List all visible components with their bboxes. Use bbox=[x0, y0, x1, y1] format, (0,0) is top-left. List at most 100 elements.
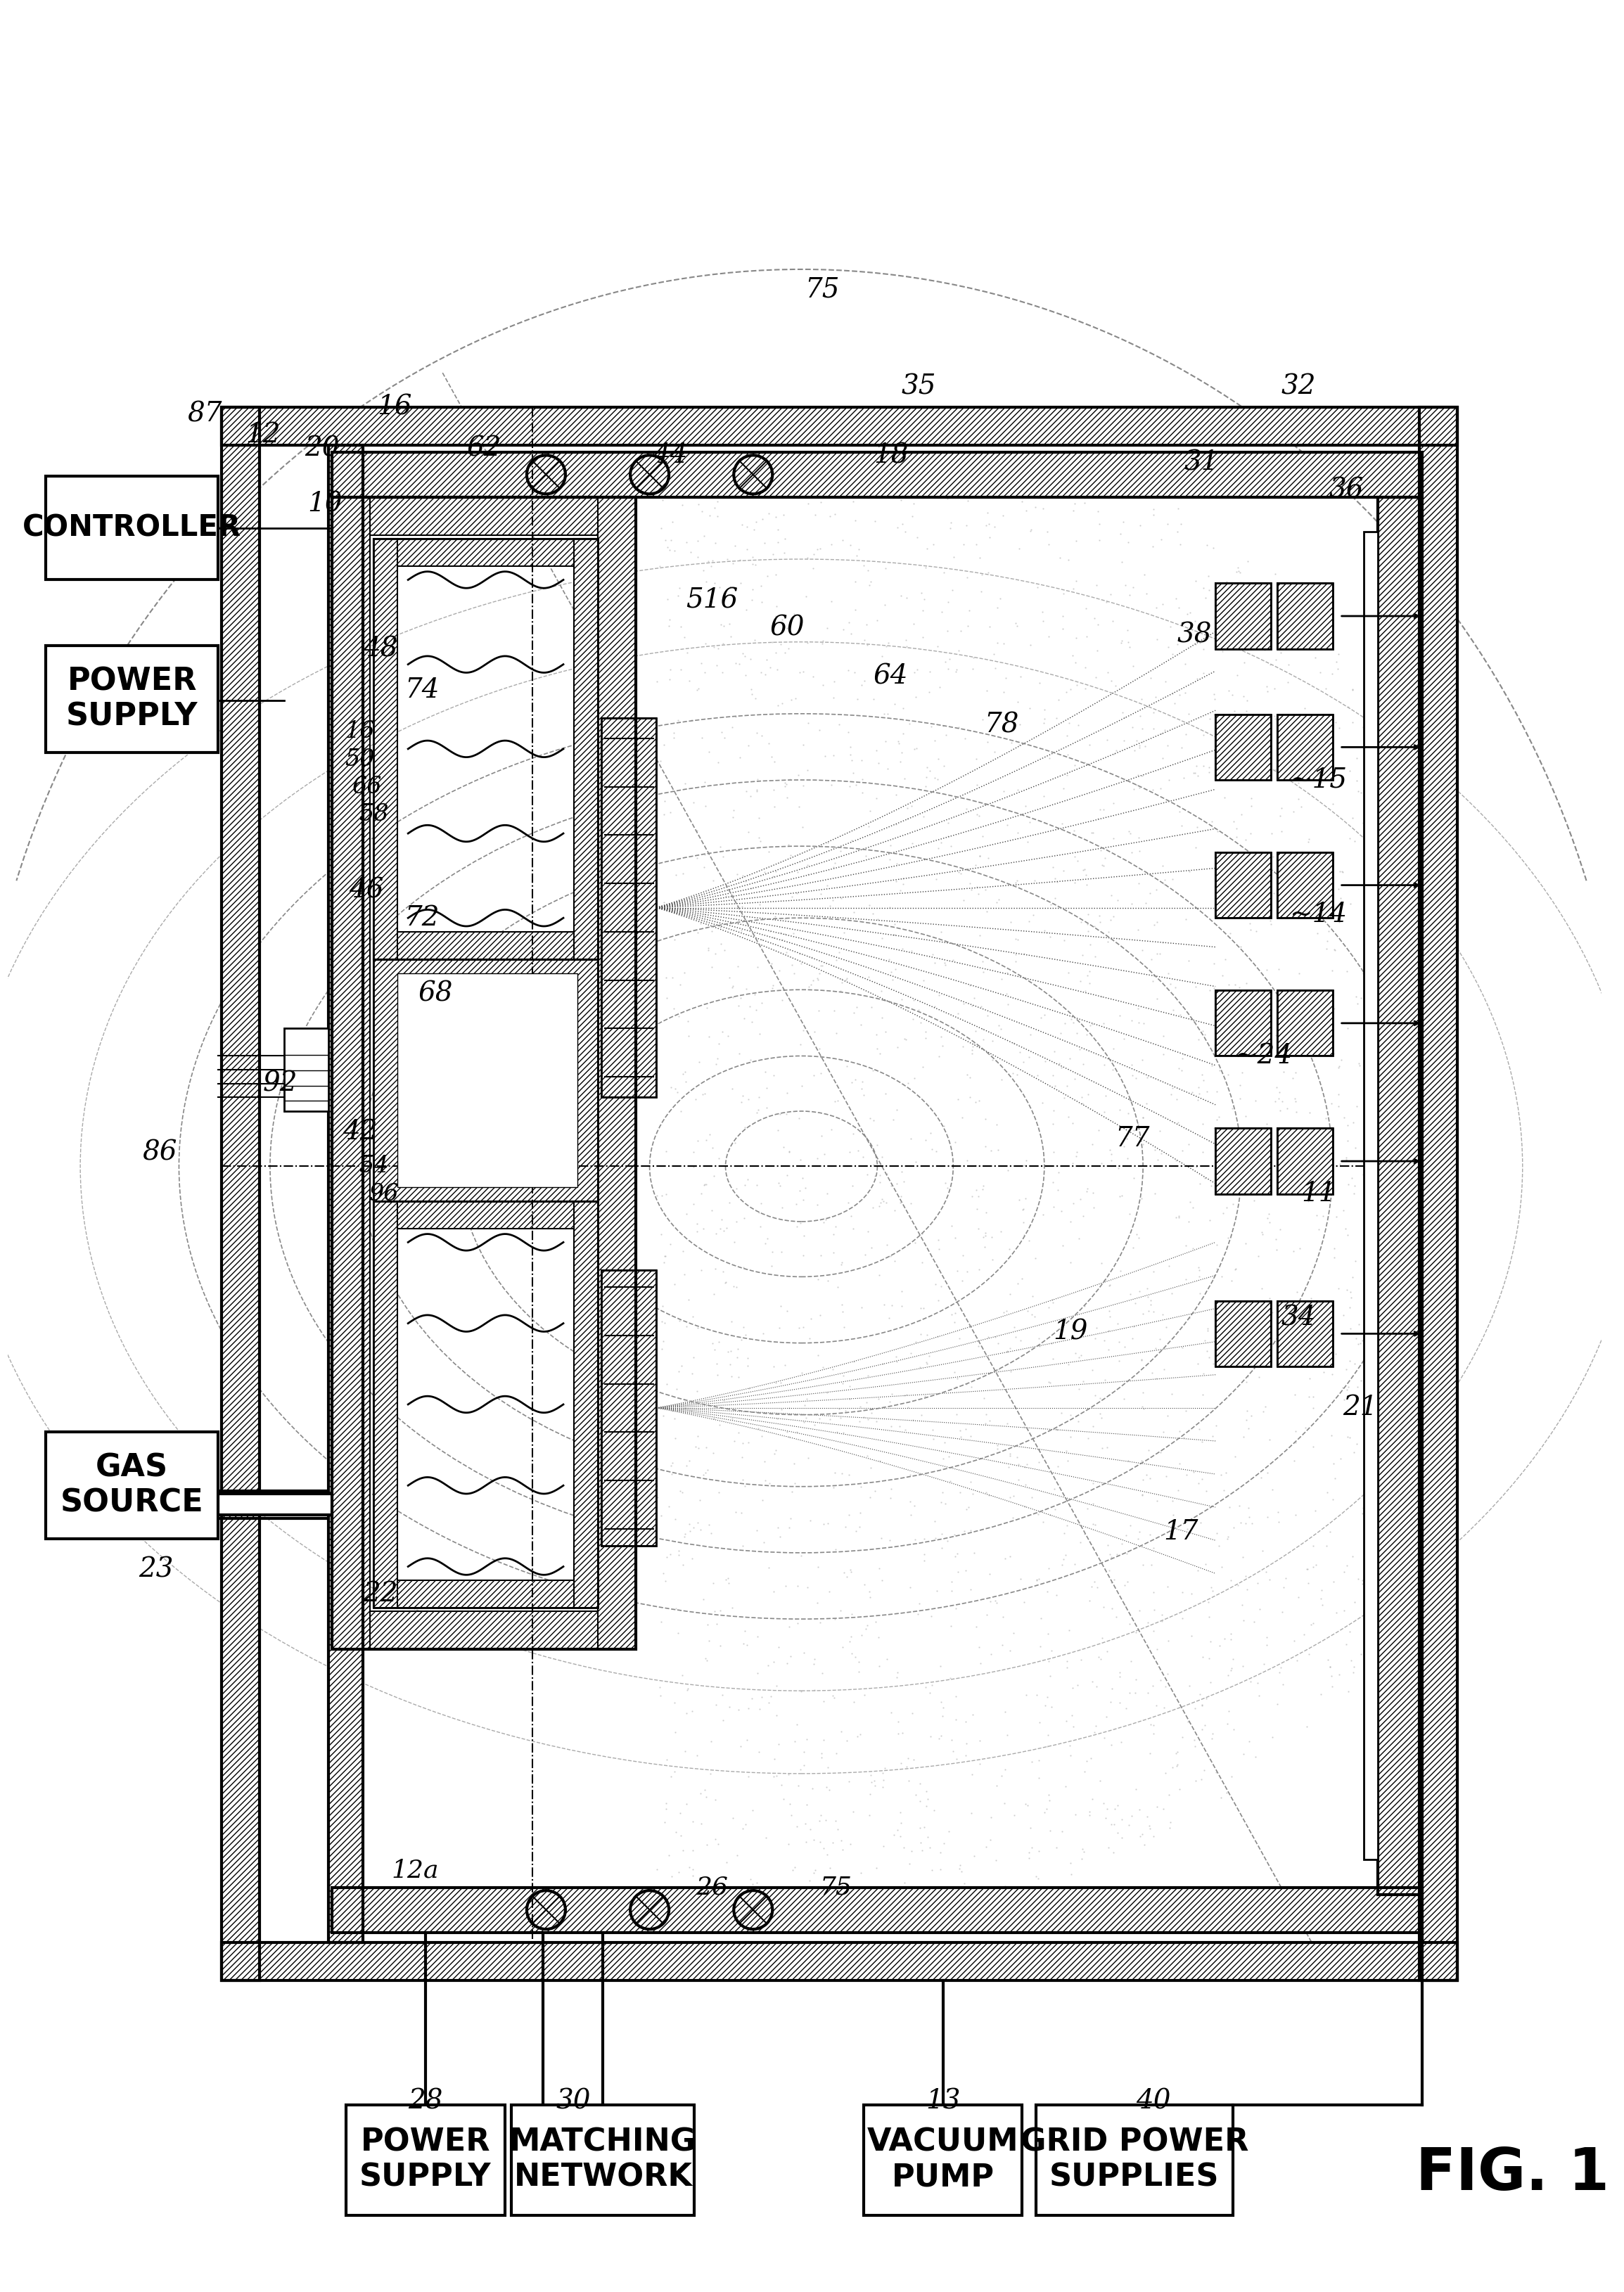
Bar bbox=[1278, 1128, 1333, 1194]
Bar bbox=[45, 1432, 218, 1538]
Bar bbox=[115, 1494, 333, 1515]
Text: 50: 50 bbox=[344, 747, 375, 770]
Bar bbox=[333, 1611, 637, 1650]
Text: GAS
SOURCE: GAS SOURCE bbox=[60, 1453, 203, 1517]
Text: ~24: ~24 bbox=[1234, 1043, 1293, 1068]
Bar bbox=[1364, 532, 1377, 1859]
Bar bbox=[374, 539, 598, 566]
Bar bbox=[222, 408, 260, 1980]
Text: 18: 18 bbox=[874, 442, 908, 468]
Bar bbox=[346, 2104, 505, 2214]
Bar bbox=[573, 539, 598, 960]
Bar bbox=[45, 646, 218, 752]
Text: 54: 54 bbox=[359, 1155, 388, 1178]
Bar bbox=[1419, 408, 1457, 1980]
Bar bbox=[374, 539, 598, 960]
Bar bbox=[333, 452, 1423, 497]
Text: 92: 92 bbox=[263, 1070, 297, 1096]
Bar bbox=[1215, 715, 1270, 779]
Text: 12a: 12a bbox=[391, 1859, 438, 1882]
Text: 12: 12 bbox=[245, 422, 281, 447]
Text: 16: 16 bbox=[377, 394, 411, 419]
Bar bbox=[374, 1201, 598, 1229]
Text: ~14: ~14 bbox=[1289, 901, 1348, 928]
Bar bbox=[1278, 1302, 1333, 1366]
Bar bbox=[333, 497, 637, 534]
Text: FIG. 1: FIG. 1 bbox=[1416, 2145, 1609, 2203]
Text: 35: 35 bbox=[901, 374, 935, 399]
Text: 11: 11 bbox=[1301, 1180, 1337, 1208]
Text: 10: 10 bbox=[309, 490, 343, 518]
Text: 22: 22 bbox=[364, 1581, 398, 1607]
Text: GRID POWER
SUPPLIES: GRID POWER SUPPLIES bbox=[1020, 2127, 1249, 2193]
Bar bbox=[1278, 1128, 1333, 1194]
Bar bbox=[1215, 1128, 1270, 1194]
Text: 32: 32 bbox=[1281, 374, 1315, 399]
Bar bbox=[1215, 582, 1270, 649]
Text: 44: 44 bbox=[653, 442, 687, 468]
Text: 23: 23 bbox=[138, 1556, 174, 1584]
Bar bbox=[45, 477, 218, 580]
Bar bbox=[1278, 582, 1333, 649]
Text: 72: 72 bbox=[404, 905, 438, 931]
Bar bbox=[1278, 990, 1333, 1057]
Bar bbox=[1278, 715, 1333, 779]
Text: 36: 36 bbox=[1328, 477, 1364, 504]
Text: 21: 21 bbox=[1343, 1396, 1377, 1421]
Text: 13: 13 bbox=[926, 2088, 960, 2113]
Text: 17: 17 bbox=[1163, 1520, 1199, 1545]
Bar bbox=[374, 933, 598, 960]
Bar bbox=[1036, 2104, 1233, 2214]
Text: 86: 86 bbox=[143, 1139, 177, 1167]
Bar bbox=[333, 497, 370, 1650]
Text: ~15: ~15 bbox=[1289, 768, 1348, 793]
Text: 58: 58 bbox=[359, 802, 388, 825]
Text: 16: 16 bbox=[344, 720, 375, 743]
Text: 75: 75 bbox=[820, 1875, 853, 1900]
Bar bbox=[1215, 1302, 1270, 1366]
Text: 46: 46 bbox=[349, 878, 383, 903]
Bar bbox=[1278, 990, 1333, 1057]
Bar bbox=[328, 445, 364, 1944]
Bar bbox=[1278, 715, 1333, 779]
Bar bbox=[1215, 1302, 1270, 1366]
Text: MATCHING
NETWORK: MATCHING NETWORK bbox=[510, 2127, 697, 2193]
Text: 74: 74 bbox=[404, 676, 438, 704]
Bar bbox=[374, 1201, 598, 1609]
Bar bbox=[864, 2104, 1021, 2214]
Text: VACUUM
PUMP: VACUUM PUMP bbox=[867, 2127, 1018, 2193]
Bar bbox=[1278, 1302, 1333, 1366]
Text: 77: 77 bbox=[1116, 1125, 1150, 1153]
Text: 87: 87 bbox=[187, 401, 222, 426]
Text: 60: 60 bbox=[770, 614, 806, 642]
Bar bbox=[1377, 497, 1423, 1893]
Bar bbox=[601, 717, 656, 1098]
Text: 96: 96 bbox=[369, 1183, 400, 1206]
Bar bbox=[1278, 582, 1333, 649]
Text: 20: 20 bbox=[304, 435, 339, 461]
Text: 34: 34 bbox=[1281, 1304, 1315, 1332]
Text: 28: 28 bbox=[408, 2088, 443, 2113]
Bar bbox=[573, 1201, 598, 1609]
Text: 30: 30 bbox=[557, 2088, 591, 2113]
Bar bbox=[1215, 990, 1270, 1057]
Text: 31: 31 bbox=[1184, 449, 1220, 474]
Bar bbox=[222, 1944, 1457, 1980]
Bar bbox=[333, 497, 637, 1650]
Text: 48: 48 bbox=[364, 635, 398, 662]
Text: 516: 516 bbox=[685, 587, 737, 614]
Bar bbox=[1278, 853, 1333, 919]
Bar bbox=[512, 2104, 695, 2214]
Bar bbox=[222, 408, 260, 1980]
Text: 40: 40 bbox=[1135, 2088, 1171, 2113]
Text: POWER
SUPPLY: POWER SUPPLY bbox=[359, 2127, 492, 2193]
Bar bbox=[374, 1201, 398, 1609]
Bar bbox=[333, 1886, 1423, 1932]
Text: 78: 78 bbox=[984, 713, 1018, 738]
Bar bbox=[1377, 497, 1423, 1893]
Bar bbox=[1215, 1128, 1270, 1194]
Bar bbox=[1215, 582, 1270, 649]
Bar bbox=[601, 1270, 656, 1545]
Bar bbox=[374, 539, 398, 960]
Text: POWER
SUPPLY: POWER SUPPLY bbox=[67, 667, 198, 731]
